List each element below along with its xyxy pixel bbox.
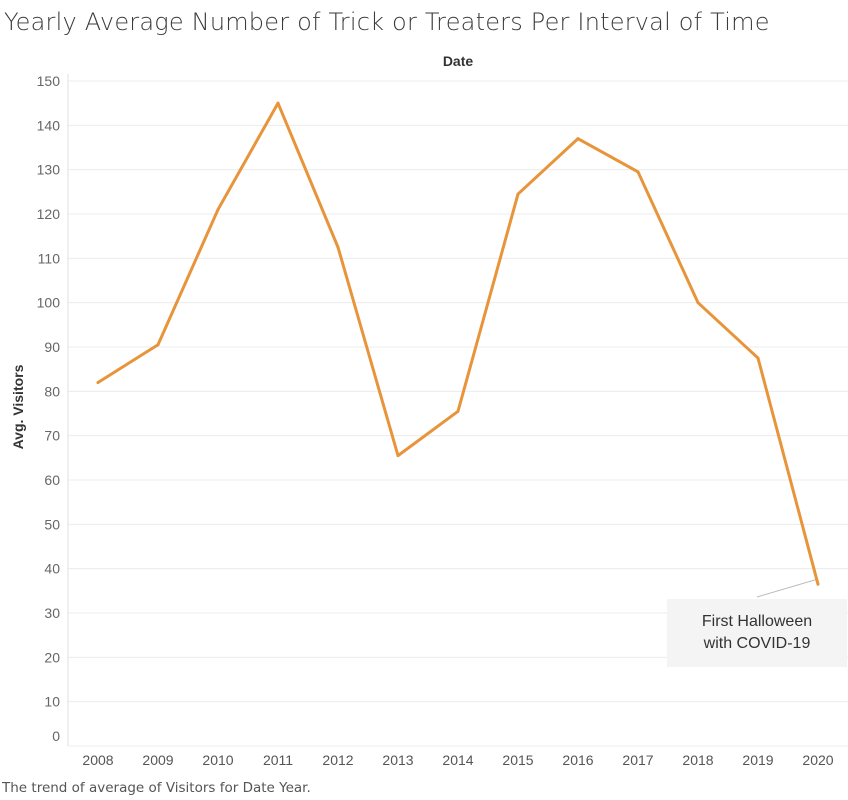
annotation-text: First Halloween with COVID-19 xyxy=(701,613,813,652)
y-tick-label: 40 xyxy=(44,561,60,577)
data-point xyxy=(276,101,280,105)
x-tick-label: 2012 xyxy=(322,752,353,768)
data-point xyxy=(636,170,640,174)
y-tick-label: 0 xyxy=(52,728,60,744)
y-tick-label: 110 xyxy=(38,250,61,266)
series-line xyxy=(96,101,820,586)
x-tick-label: 2018 xyxy=(682,752,713,768)
data-point xyxy=(516,192,520,196)
y-axis-label: Avg. Visitors xyxy=(10,364,26,449)
chart-title: Yearly Average Number of Trick or Treate… xyxy=(4,8,770,36)
y-tick-label: 130 xyxy=(37,162,61,178)
x-tick-label: 2020 xyxy=(802,752,833,768)
y-tick-label: 20 xyxy=(44,649,60,665)
gridlines xyxy=(67,74,848,747)
x-tick-label: 2017 xyxy=(622,752,653,768)
column-header: Date xyxy=(443,53,474,69)
annotation-leader-line xyxy=(756,578,819,598)
data-point xyxy=(816,582,820,586)
data-point xyxy=(336,245,340,249)
data-point xyxy=(576,137,580,141)
y-tick-label: 120 xyxy=(37,206,61,222)
y-tick-label: 60 xyxy=(44,472,60,488)
y-tick-label: 140 xyxy=(37,117,61,133)
x-tick-label: 2010 xyxy=(202,752,233,768)
y-tick-label: 30 xyxy=(44,605,60,621)
data-point xyxy=(396,454,400,458)
data-point xyxy=(696,301,700,305)
y-axis: 0 10 20 30 40 50 60 70 80 90 100 110 120 130 140 150 xyxy=(37,73,61,744)
data-point xyxy=(216,208,220,212)
data-point xyxy=(156,343,160,347)
x-tick-label: 2015 xyxy=(502,752,533,768)
y-tick-label: 80 xyxy=(44,383,60,399)
x-tick-label: 2013 xyxy=(382,752,413,768)
y-tick-label: 150 xyxy=(37,73,61,89)
y-tick-label: 50 xyxy=(44,516,60,532)
x-tick-label: 2016 xyxy=(562,752,593,768)
y-tick-label: 10 xyxy=(44,694,60,710)
annotation-box: First Halloween with COVID-19 xyxy=(667,599,847,667)
y-tick-label: 70 xyxy=(44,428,60,444)
x-tick-label: 2011 xyxy=(263,752,293,768)
x-tick-label: 2009 xyxy=(142,752,173,768)
x-tick-label: 2019 xyxy=(742,752,773,768)
data-point xyxy=(456,409,460,413)
y-tick-label: 90 xyxy=(44,339,60,355)
data-point xyxy=(96,380,100,384)
x-tick-label: 2008 xyxy=(82,752,113,768)
data-point xyxy=(756,356,760,360)
x-tick-label: 2014 xyxy=(442,752,473,768)
y-tick-label: 100 xyxy=(37,295,61,311)
series-group xyxy=(96,101,820,586)
x-axis: 2008 2009 2010 2011 2012 2013 2014 2015 2016 2017… xyxy=(82,752,833,768)
chart-caption: The trend of average of Visitors for Dat… xyxy=(2,780,311,796)
